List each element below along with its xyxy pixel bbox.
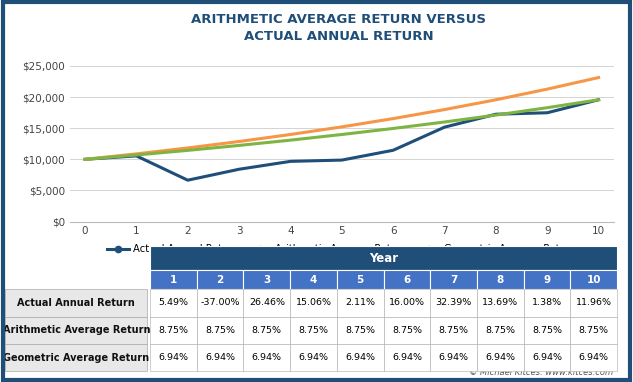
Text: 13.69%: 13.69% (482, 298, 518, 308)
Text: 11.96%: 11.96% (576, 298, 612, 308)
Text: 6.94%: 6.94% (532, 353, 562, 362)
Legend: Actual Annual Return, Arithmetic Average Return, Geometric Average Return: Actual Annual Return, Arithmetic Average… (103, 240, 580, 258)
Text: Arithmetic Average Return: Arithmetic Average Return (3, 325, 150, 335)
Text: 8.75%: 8.75% (486, 326, 515, 335)
Text: Year: Year (369, 252, 398, 265)
Text: -37.00%: -37.00% (200, 298, 240, 308)
Text: 6.94%: 6.94% (392, 353, 422, 362)
Text: 4: 4 (310, 275, 317, 285)
Text: 1: 1 (170, 275, 177, 285)
Text: 32.39%: 32.39% (436, 298, 472, 308)
Text: 7: 7 (450, 275, 458, 285)
Text: 1.38%: 1.38% (532, 298, 562, 308)
Text: 8.75%: 8.75% (532, 326, 562, 335)
Text: 5: 5 (356, 275, 364, 285)
Text: 6.94%: 6.94% (439, 353, 468, 362)
Text: 9: 9 (544, 275, 551, 285)
Text: 6: 6 (403, 275, 411, 285)
Text: 2: 2 (216, 275, 223, 285)
Text: 5.49%: 5.49% (158, 298, 189, 308)
Text: 8.75%: 8.75% (158, 326, 189, 335)
Text: Geometric Average Return: Geometric Average Return (3, 353, 149, 363)
Text: ARITHMETIC AVERAGE RETURN VERSUS
ACTUAL ANNUAL RETURN: ARITHMETIC AVERAGE RETURN VERSUS ACTUAL … (191, 13, 486, 43)
Text: 6.94%: 6.94% (345, 353, 375, 362)
Text: 6.94%: 6.94% (299, 353, 329, 362)
Text: 8: 8 (497, 275, 504, 285)
Text: 6.94%: 6.94% (252, 353, 282, 362)
Text: 8.75%: 8.75% (579, 326, 609, 335)
Text: 8.75%: 8.75% (299, 326, 329, 335)
Text: 2.11%: 2.11% (345, 298, 375, 308)
Text: 6.94%: 6.94% (158, 353, 189, 362)
Text: 8.75%: 8.75% (252, 326, 282, 335)
Text: 10: 10 (587, 275, 601, 285)
Text: 6.94%: 6.94% (486, 353, 515, 362)
Text: Actual Annual Return: Actual Annual Return (17, 298, 135, 308)
Text: 15.06%: 15.06% (296, 298, 332, 308)
Text: 8.75%: 8.75% (205, 326, 235, 335)
Text: 6.94%: 6.94% (579, 353, 609, 362)
Text: © Michael Kitces. www.kitces.com: © Michael Kitces. www.kitces.com (468, 368, 613, 377)
Text: 3: 3 (263, 275, 270, 285)
Text: 8.75%: 8.75% (439, 326, 468, 335)
Text: 6.94%: 6.94% (205, 353, 235, 362)
Text: 26.46%: 26.46% (249, 298, 285, 308)
Text: 16.00%: 16.00% (389, 298, 425, 308)
Text: 8.75%: 8.75% (345, 326, 375, 335)
Text: 8.75%: 8.75% (392, 326, 422, 335)
